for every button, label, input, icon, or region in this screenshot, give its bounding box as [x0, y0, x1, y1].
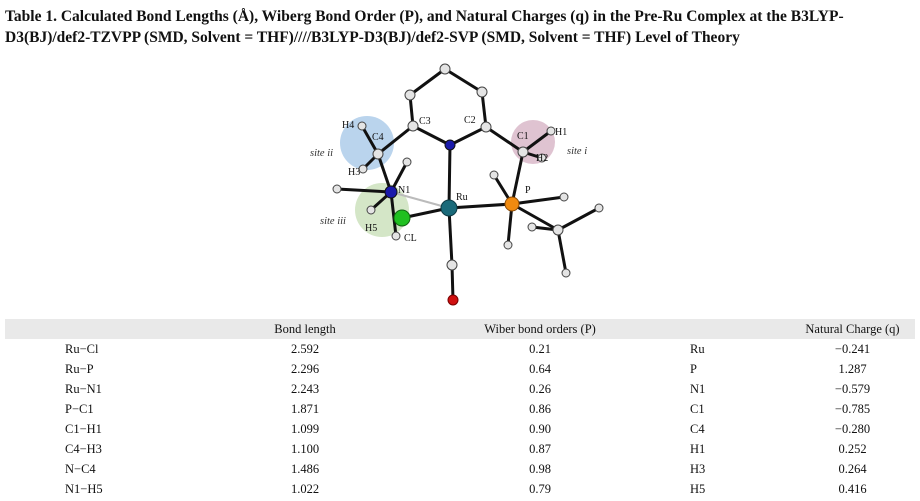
- label-c1: C1: [517, 131, 529, 142]
- cell-length: 1.486: [290, 461, 320, 476]
- table-row: Ru−P 2.296 0.64 P 1.287: [5, 359, 915, 379]
- label-c4: C4: [372, 132, 384, 143]
- cell-atom: N1: [690, 381, 706, 396]
- header-wiberg: Wiber bond orders (P): [484, 321, 596, 336]
- molecular-structure-figure: H4 C4 C3 C2 C1 H1 H2 H3 N1 Ru P H5 CL si…: [290, 60, 620, 315]
- header-natural-charge: Natural Charge (q): [805, 321, 900, 336]
- cell-length: 2.243: [290, 381, 320, 396]
- label-site-iii: site iii: [320, 216, 346, 227]
- ruthenium-atom: [440, 199, 458, 217]
- cell-atom: H3: [690, 461, 706, 476]
- header-bond: [5, 319, 220, 339]
- atoms-small: [332, 63, 604, 278]
- molecule-svg: H4 C4 C3 C2 C1 H1 H2 H3 N1 Ru P H5 CL si…: [310, 63, 604, 306]
- cell-wiberg: 0.90: [529, 421, 551, 436]
- cell-charge: 1.287: [838, 361, 867, 376]
- table-row: Ru−Cl 2.592 0.21 Ru −0.241: [5, 339, 915, 359]
- cell-wiberg: 0.21: [529, 341, 551, 356]
- cell-atom: H5: [690, 481, 706, 496]
- cell-wiberg: 0.87: [529, 441, 551, 456]
- label-h3: H3: [348, 167, 360, 178]
- label-site-ii: site ii: [310, 148, 333, 159]
- nitrogen-atom-ring: [444, 139, 456, 151]
- cell-bond: P−C1: [65, 401, 94, 416]
- table-row: C4−H3 1.100 0.87 H1 0.252: [5, 439, 915, 459]
- caption-label: Table 1.: [5, 8, 57, 25]
- cell-wiberg: 0.79: [529, 481, 551, 496]
- label-cl: CL: [404, 233, 417, 244]
- bond-data-table: Bond length Wiber bond orders (P) Natura…: [5, 319, 915, 499]
- cell-charge: 0.252: [838, 441, 867, 456]
- header-bond-length: Bond length: [274, 321, 336, 336]
- table-row: N−C4 1.486 0.98 H3 0.264: [5, 459, 915, 479]
- oxygen-atom: [447, 294, 459, 306]
- cell-charge: 0.416: [838, 481, 867, 496]
- table-header-row: Bond length Wiber bond orders (P) Natura…: [5, 319, 915, 339]
- cell-atom: C1: [690, 401, 705, 416]
- cell-charge: 0.264: [838, 461, 867, 476]
- cell-bond: Ru−P: [65, 361, 94, 376]
- cell-atom: H1: [690, 441, 706, 456]
- table-row: Ru−N1 2.243 0.26 N1 −0.579: [5, 379, 915, 399]
- cell-charge: −0.785: [834, 401, 871, 416]
- site-i-region: [511, 120, 555, 164]
- label-h5: H5: [365, 223, 377, 234]
- cell-bond: C4−H3: [65, 441, 102, 456]
- cell-length: 2.592: [290, 341, 320, 356]
- ru-n1-bond: [390, 191, 450, 209]
- nitrogen-atom-n1: [384, 185, 398, 199]
- table-row: P−C1 1.871 0.86 C1 −0.785: [5, 399, 915, 419]
- cell-bond: Ru−Cl: [65, 341, 99, 356]
- cell-bond: C1−H1: [65, 421, 102, 436]
- cell-wiberg: 0.26: [529, 381, 551, 396]
- cell-charge: −0.280: [834, 421, 871, 436]
- cell-length: 1.871: [290, 401, 320, 416]
- label-ru: Ru: [456, 192, 468, 203]
- table-row: N1−H5 1.022 0.79 H5 0.416: [5, 479, 915, 499]
- label-n1: N1: [398, 185, 410, 196]
- cell-bond: N−C4: [65, 461, 96, 476]
- label-c2: C2: [464, 115, 476, 126]
- cell-length: 1.022: [290, 481, 320, 496]
- label-h2: H2: [536, 153, 548, 164]
- cell-atom: Ru: [690, 341, 705, 356]
- cell-wiberg: 0.64: [529, 361, 551, 376]
- cell-length: 2.296: [290, 361, 320, 376]
- cell-wiberg: 0.86: [529, 401, 551, 416]
- caption-text: Calculated Bond Lengths (Å), Wiberg Bond…: [5, 8, 844, 46]
- header-atom: [690, 319, 790, 339]
- cell-wiberg: 0.98: [529, 461, 551, 476]
- cell-length: 1.099: [290, 421, 320, 436]
- cell-atom: C4: [690, 421, 705, 436]
- table-caption: Table 1. Calculated Bond Lengths (Å), Wi…: [5, 6, 915, 48]
- cell-charge: −0.579: [834, 381, 871, 396]
- label-site-i: site i: [567, 146, 587, 157]
- label-c3: C3: [419, 116, 431, 127]
- phosphorus-atom: [504, 196, 520, 212]
- label-h4: H4: [342, 120, 354, 131]
- cell-bond: N1−H5: [65, 481, 103, 496]
- cell-charge: −0.241: [834, 341, 871, 356]
- cell-length: 1.100: [290, 441, 320, 456]
- chlorine-atom: [393, 209, 411, 227]
- label-h1: H1: [555, 127, 567, 138]
- label-p: P: [525, 185, 531, 196]
- cell-atom: P: [690, 361, 697, 376]
- table-row: C1−H1 1.099 0.90 C4 −0.280: [5, 419, 915, 439]
- cell-bond: Ru−N1: [65, 381, 102, 396]
